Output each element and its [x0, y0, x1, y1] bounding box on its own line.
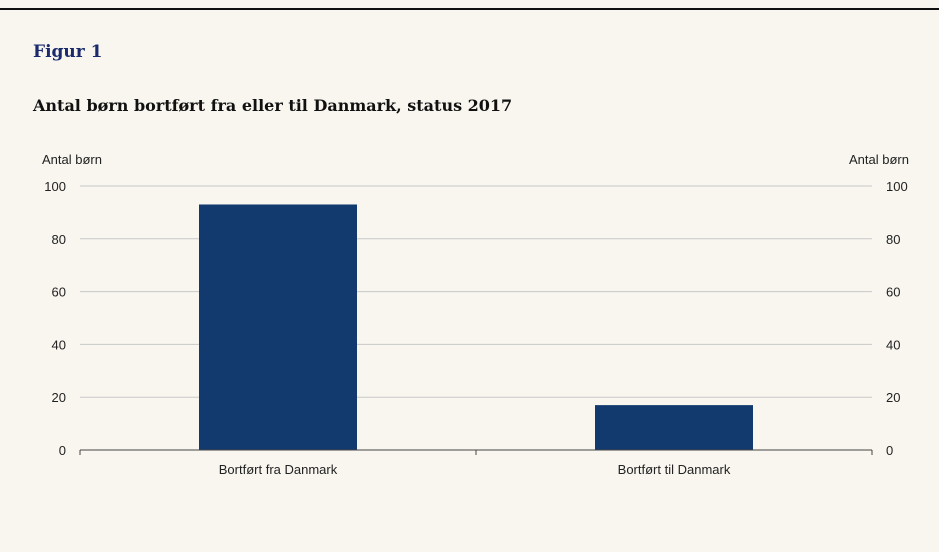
right-axis-unit-label: Antal børn [849, 152, 909, 167]
axes [79, 449, 873, 455]
bar [199, 204, 357, 450]
category-label: Bortført fra Danmark [219, 462, 338, 477]
right-tick-label: 100 [886, 179, 908, 194]
left-tick-label: 100 [44, 179, 66, 194]
bar-chart: Antal børn Antal børn 0 0 20 20 40 40 60 60 80 80… [42, 152, 909, 477]
right-tick-label: 0 [886, 443, 893, 458]
top-rule [0, 8, 939, 10]
bars [199, 204, 753, 450]
right-tick-label: 40 [886, 337, 900, 352]
left-tick-label: 0 [59, 443, 66, 458]
labels: 0 0 20 20 40 40 60 60 80 80 100 100 Bortført fra Dan… [44, 179, 907, 477]
left-tick-label: 60 [52, 285, 66, 300]
bar [595, 405, 753, 450]
right-tick-label: 80 [886, 232, 900, 247]
left-tick-label: 20 [52, 390, 66, 405]
left-tick-label: 80 [52, 232, 66, 247]
gridlines [80, 185, 872, 398]
category-label: Bortført til Danmark [618, 462, 731, 477]
figure-label: Figur 1 [33, 42, 103, 62]
left-axis-unit-label: Antal børn [42, 152, 102, 167]
left-tick-label: 40 [52, 337, 66, 352]
right-tick-label: 20 [886, 390, 900, 405]
chart-title: Antal børn bortført fra eller til Danmar… [33, 96, 513, 115]
right-tick-label: 60 [886, 285, 900, 300]
